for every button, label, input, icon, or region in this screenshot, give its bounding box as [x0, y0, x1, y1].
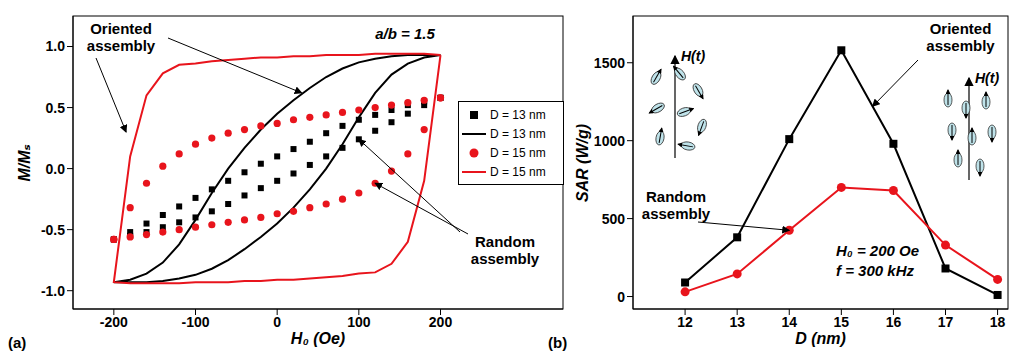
html-text:Random assembly: Random assembly: [470, 233, 540, 267]
html-text:Oriented assembly: Oriented assembly: [86, 20, 156, 54]
html-text:H₀ (Oe): H₀ (Oe): [290, 330, 346, 347]
svg-text:100: 100: [347, 314, 371, 330]
svg-text:-1.0: -1.0: [41, 283, 65, 299]
svg-text:0: 0: [273, 314, 281, 330]
svg-text:-100: -100: [181, 314, 209, 330]
svg-text:200: 200: [429, 314, 453, 330]
svg-text:0.0: 0.0: [46, 161, 66, 177]
html-text:f = 300 kHz: f = 300 kHz: [836, 262, 914, 279]
svg-text:1000: 1000: [594, 133, 625, 149]
html-text:H₀ = 200 Oe: H₀ = 200 Oe: [836, 242, 920, 259]
html-text:H(t): H(t): [975, 70, 1000, 86]
html-text:D = 13 nm: D = 13 nm: [490, 107, 546, 122]
html-text:SAR (W/g): SAR (W/g): [574, 123, 591, 202]
svg-text:14: 14: [781, 314, 797, 330]
html-text:(a): (a): [8, 334, 27, 351]
svg-text:13: 13: [729, 314, 745, 330]
svg-text:12: 12: [677, 314, 693, 330]
html-text:M/Mₛ: M/Mₛ: [15, 143, 33, 182]
svg-text:0: 0: [617, 289, 625, 305]
svg-text:18: 18: [990, 314, 1006, 330]
html-text:Random assembly: Random assembly: [641, 188, 711, 222]
svg-text:-0.5: -0.5: [41, 222, 65, 238]
svg-text:1.0: 1.0: [46, 38, 66, 54]
html-text:H(t): H(t): [681, 48, 706, 64]
html-text:D = 13 nm: D = 13 nm: [490, 126, 546, 141]
svg-text:0.5: 0.5: [46, 100, 66, 116]
svg-text:500: 500: [602, 211, 626, 227]
html-text:(b): (b): [548, 334, 568, 351]
svg-text:15: 15: [834, 314, 850, 330]
svg-text:-200: -200: [100, 314, 128, 330]
html-text:Oriented assembly: Oriented assembly: [926, 20, 995, 54]
svg-text:1500: 1500: [594, 55, 625, 71]
html-text:D = 15 nm: D = 15 nm: [490, 164, 546, 179]
svg-text:16: 16: [886, 314, 902, 330]
html-text:D = 15 nm: D = 15 nm: [490, 145, 546, 160]
html-text:a/b = 1.5: a/b = 1.5: [375, 24, 435, 42]
svg-text:17: 17: [938, 314, 954, 330]
html-text:D (nm): D (nm): [795, 330, 846, 347]
